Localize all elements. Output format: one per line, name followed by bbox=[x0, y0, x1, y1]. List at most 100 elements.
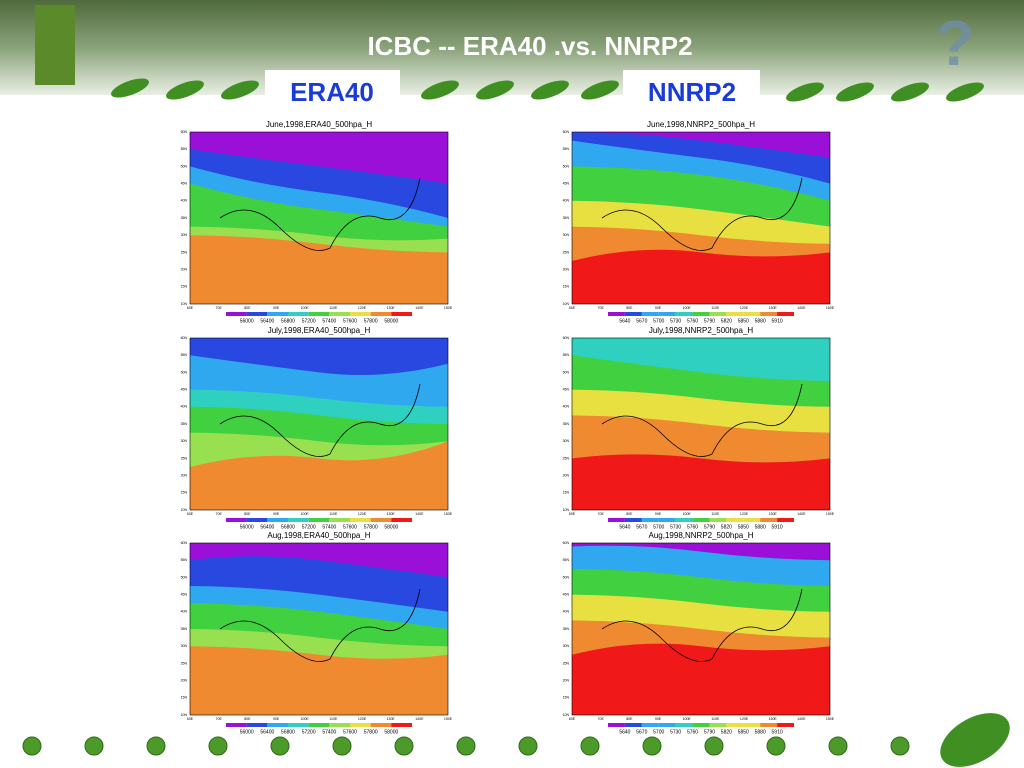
lon-label: 100E bbox=[301, 512, 310, 516]
lon-label: 70E bbox=[216, 717, 223, 721]
lon-label: 90E bbox=[655, 512, 662, 516]
colorbar-label: 5700 bbox=[653, 524, 664, 530]
lat-label: 60N bbox=[563, 336, 570, 340]
colorbar-label: 5670 bbox=[636, 729, 647, 735]
lat-label: 35N bbox=[563, 422, 570, 426]
colorbar-label: 5730 bbox=[670, 318, 681, 324]
colorbar-label: 56800 bbox=[281, 524, 295, 530]
lat-label: 35N bbox=[563, 216, 570, 220]
colorbar-swatch bbox=[267, 723, 288, 727]
lat-label: 25N bbox=[181, 661, 188, 665]
contour-band bbox=[572, 338, 830, 381]
colorbar-swatch bbox=[675, 723, 693, 727]
lat-label: 20N bbox=[181, 679, 188, 683]
banner bbox=[0, 0, 1024, 95]
dot bbox=[642, 736, 662, 756]
colorbar-label: 57400 bbox=[322, 318, 336, 324]
lat-label: 45N bbox=[563, 388, 570, 392]
colorbar-swatch bbox=[350, 518, 371, 522]
coastline bbox=[219, 177, 421, 251]
lat-label: 30N bbox=[181, 439, 188, 443]
lat-label: 60N bbox=[563, 130, 570, 134]
colorbar-label: 56000 bbox=[240, 524, 254, 530]
colorbar-swatch bbox=[608, 723, 625, 727]
lon-label: 90E bbox=[273, 717, 280, 721]
dot bbox=[828, 736, 848, 756]
colorbar-label: 5760 bbox=[687, 318, 698, 324]
colorbar-label: 56800 bbox=[281, 729, 295, 735]
colorbar-label: 5760 bbox=[687, 524, 698, 530]
lon-label: 70E bbox=[216, 306, 223, 310]
lat-label: 10N bbox=[181, 713, 188, 717]
contour-band bbox=[190, 338, 448, 376]
lon-label: 130E bbox=[387, 717, 396, 721]
colorbar-swatch bbox=[391, 723, 412, 727]
lat-label: 10N bbox=[563, 508, 570, 512]
colorbar-label: 56800 bbox=[281, 318, 295, 324]
lon-label: 120E bbox=[740, 717, 749, 721]
colorbar-swatch bbox=[350, 723, 371, 727]
lon-label: 80E bbox=[244, 717, 251, 721]
lat-label: 15N bbox=[563, 491, 570, 495]
lat-label: 60N bbox=[181, 541, 188, 545]
panel-title: June,1998,NNRP2_500hpa_H bbox=[647, 120, 755, 129]
dot bbox=[146, 736, 166, 756]
lat-label: 55N bbox=[181, 147, 188, 151]
colorbar-swatch bbox=[329, 518, 350, 522]
lat-label: 35N bbox=[181, 216, 188, 220]
lon-label: 60E bbox=[187, 306, 194, 310]
colorbar-swatch bbox=[641, 312, 659, 316]
lon-label: 140E bbox=[415, 306, 424, 310]
colorbar-label: 5700 bbox=[653, 318, 664, 324]
map-frame bbox=[571, 131, 831, 305]
colorbar-label: 56000 bbox=[240, 729, 254, 735]
lat-label: 45N bbox=[563, 182, 570, 186]
lat-label: 50N bbox=[181, 370, 188, 374]
colorbar-label: 57400 bbox=[322, 524, 336, 530]
panel-title: Aug,1998,NNRP2_500hpa_H bbox=[649, 531, 754, 540]
coastline bbox=[219, 383, 421, 457]
lat-label: 45N bbox=[181, 388, 188, 392]
colorbar-swatch bbox=[226, 312, 247, 316]
contour-band bbox=[572, 543, 830, 561]
lat-label: 40N bbox=[181, 199, 188, 203]
lat-label: 55N bbox=[563, 353, 570, 357]
slide-title: ICBC -- ERA40 .vs. NNRP2 bbox=[367, 31, 692, 61]
colorbar-swatch bbox=[624, 312, 642, 316]
colorbar-swatch bbox=[709, 312, 727, 316]
lon-label: 90E bbox=[273, 306, 280, 310]
colorbar-label: 58000 bbox=[384, 524, 398, 530]
lon-label: 60E bbox=[569, 717, 576, 721]
colorbar-swatch bbox=[370, 723, 392, 727]
contour-band bbox=[572, 132, 830, 158]
colorbar-swatch bbox=[777, 518, 794, 522]
lon-label: 90E bbox=[655, 306, 662, 310]
lon-label: 150E bbox=[826, 306, 835, 310]
colorbar-swatch bbox=[692, 723, 710, 727]
colorbar-swatch bbox=[391, 518, 412, 522]
colorbar-swatch bbox=[608, 518, 625, 522]
lat-label: 30N bbox=[563, 439, 570, 443]
lon-label: 90E bbox=[273, 512, 280, 516]
dot bbox=[704, 736, 724, 756]
coastline bbox=[601, 383, 803, 457]
colorbar-swatch bbox=[350, 312, 371, 316]
colorbar-label: 5640 bbox=[619, 729, 630, 735]
lon-label: 110E bbox=[329, 306, 338, 310]
contour-band bbox=[190, 132, 448, 184]
lat-label: 55N bbox=[563, 147, 570, 151]
colorbar-swatch bbox=[267, 312, 288, 316]
lat-label: 10N bbox=[563, 302, 570, 306]
lon-label: 150E bbox=[826, 717, 835, 721]
lat-label: 50N bbox=[563, 164, 570, 168]
map-frame bbox=[571, 337, 831, 511]
colorbar-label: 58000 bbox=[384, 318, 398, 324]
lon-label: 140E bbox=[797, 717, 806, 721]
lon-label: 60E bbox=[187, 512, 194, 516]
dot bbox=[518, 736, 538, 756]
colorbar-swatch bbox=[675, 518, 693, 522]
